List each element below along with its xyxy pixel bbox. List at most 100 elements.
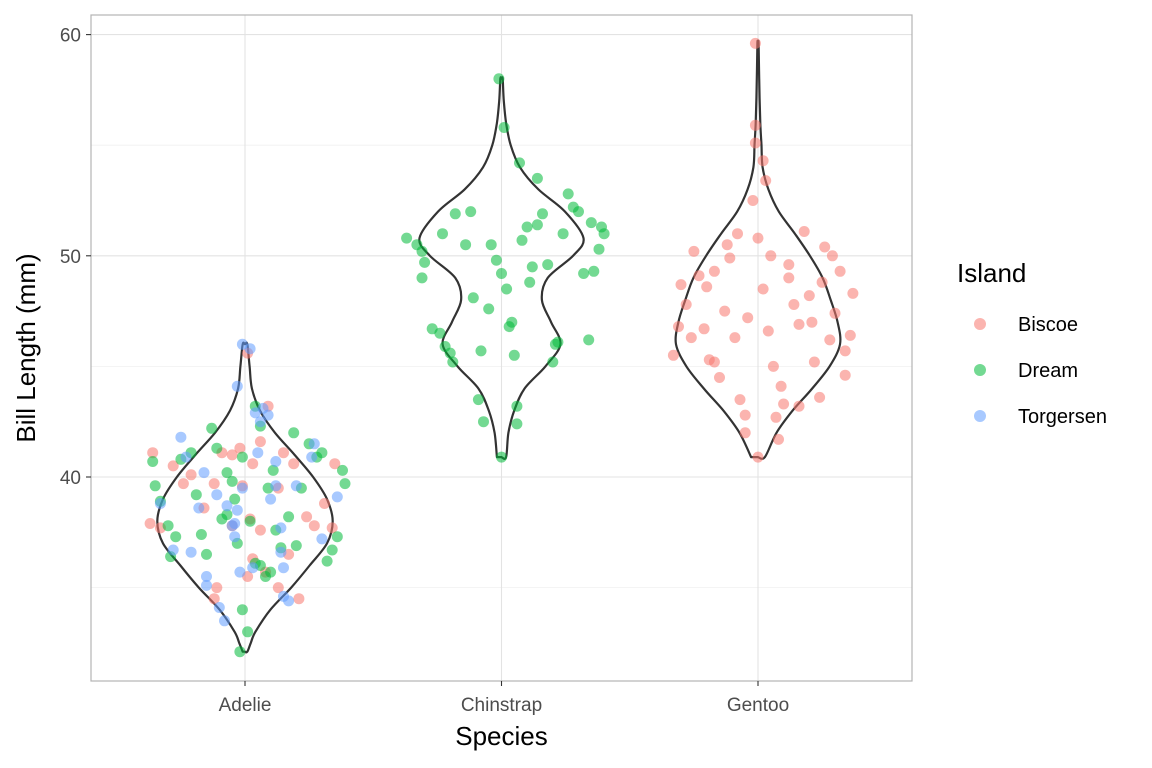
data-point-dream bbox=[467, 292, 479, 304]
data-point-torgersen bbox=[306, 451, 318, 463]
data-point-dream bbox=[547, 356, 559, 368]
data-point-biscoe bbox=[729, 332, 741, 344]
data-point-torgersen bbox=[275, 522, 287, 534]
data-point-biscoe bbox=[778, 398, 790, 410]
x-tick-label: Chinstrap bbox=[461, 695, 542, 716]
data-point-dream bbox=[316, 447, 328, 459]
data-point-torgersen bbox=[270, 456, 282, 467]
data-point-biscoe bbox=[739, 427, 751, 439]
data-point-torgersen bbox=[331, 491, 343, 503]
data-point-dream bbox=[244, 515, 256, 527]
data-point-torgersen bbox=[316, 533, 328, 545]
data-point-biscoe bbox=[752, 232, 764, 244]
data-point-dream bbox=[326, 544, 338, 556]
data-point-dream bbox=[236, 451, 248, 463]
data-point-dream bbox=[583, 334, 595, 346]
data-point-biscoe bbox=[167, 460, 179, 472]
data-point-torgersen bbox=[247, 562, 259, 574]
data-point-torgersen bbox=[252, 447, 264, 459]
data-point-biscoe bbox=[288, 458, 300, 470]
data-point-biscoe bbox=[760, 175, 772, 187]
data-point-biscoe bbox=[293, 593, 305, 605]
data-point-dream bbox=[242, 626, 254, 638]
data-point-torgersen bbox=[193, 502, 205, 514]
data-point-dream bbox=[478, 416, 489, 428]
y-tick-label: 50 bbox=[60, 247, 81, 268]
data-point-torgersen bbox=[308, 438, 320, 450]
data-point-torgersen bbox=[254, 416, 266, 428]
data-point-biscoe bbox=[732, 228, 743, 240]
data-point-biscoe bbox=[308, 520, 320, 532]
x-tick-label: Adelie bbox=[219, 695, 272, 716]
data-point-torgersen bbox=[275, 546, 287, 558]
data-point-biscoe bbox=[742, 312, 754, 324]
data-point-biscoe bbox=[829, 307, 841, 319]
data-point-biscoe bbox=[326, 522, 338, 534]
data-point-torgersen bbox=[278, 562, 289, 574]
data-point-dream bbox=[531, 172, 543, 184]
data-point-biscoe bbox=[739, 409, 751, 421]
y-axis: 40 50 60 bbox=[60, 26, 91, 489]
data-point-dream bbox=[416, 245, 428, 257]
data-point-dream bbox=[265, 566, 277, 578]
data-point-biscoe bbox=[826, 250, 838, 262]
data-point-torgersen bbox=[213, 602, 225, 613]
data-point-biscoe bbox=[278, 447, 289, 459]
data-point-dream bbox=[496, 451, 507, 463]
data-point-biscoe bbox=[688, 245, 700, 257]
data-point-torgersen bbox=[198, 467, 210, 479]
data-point-biscoe bbox=[147, 447, 159, 459]
data-point-biscoe bbox=[798, 226, 810, 237]
data-point-biscoe bbox=[685, 332, 697, 344]
data-point-biscoe bbox=[254, 524, 266, 536]
legend-label-torgersen: Torgersen bbox=[1018, 406, 1107, 428]
data-point-biscoe bbox=[814, 391, 826, 403]
data-point-dream bbox=[331, 531, 343, 543]
data-point-biscoe bbox=[226, 449, 238, 461]
data-point-torgersen bbox=[167, 544, 179, 556]
data-point-torgersen bbox=[211, 489, 223, 501]
data-point-biscoe bbox=[757, 283, 769, 295]
data-point-dream bbox=[465, 206, 477, 218]
legend-key-biscoe bbox=[974, 318, 986, 330]
data-point-dream bbox=[562, 188, 574, 200]
data-point-torgersen bbox=[270, 480, 282, 492]
data-point-dream bbox=[416, 272, 428, 284]
data-point-dream bbox=[229, 493, 241, 505]
data-point-biscoe bbox=[816, 276, 828, 288]
data-point-biscoe bbox=[747, 195, 759, 206]
data-point-biscoe bbox=[714, 372, 725, 383]
data-point-dream bbox=[483, 303, 495, 315]
data-point-dream bbox=[516, 234, 528, 246]
legend-label-dream: Dream bbox=[1018, 360, 1078, 382]
data-point-dream bbox=[503, 321, 515, 333]
data-point-dream bbox=[190, 489, 202, 501]
data-point-dream bbox=[501, 283, 513, 295]
data-point-biscoe bbox=[254, 436, 266, 448]
legend-item-biscoe: Biscoe bbox=[974, 314, 1078, 336]
legend-key-dream bbox=[974, 364, 986, 376]
x-axis: Adelie Chinstrap Gentoo bbox=[219, 681, 789, 716]
data-point-dream bbox=[598, 228, 610, 240]
data-point-biscoe bbox=[770, 411, 782, 423]
data-point-dream bbox=[337, 464, 348, 476]
data-point-biscoe bbox=[847, 287, 859, 299]
data-point-dream bbox=[162, 520, 174, 532]
data-point-dream bbox=[498, 122, 510, 133]
data-point-biscoe bbox=[211, 582, 223, 594]
data-point-torgersen bbox=[231, 504, 243, 516]
data-point-dream bbox=[526, 261, 538, 273]
data-point-biscoe bbox=[234, 442, 246, 454]
data-point-biscoe bbox=[208, 593, 220, 605]
data-point-biscoe bbox=[749, 37, 761, 49]
data-point-torgersen bbox=[290, 480, 302, 492]
data-point-biscoe bbox=[667, 349, 679, 361]
data-point-dream bbox=[460, 239, 472, 251]
data-point-dream bbox=[149, 480, 161, 492]
data-point-dream bbox=[221, 467, 233, 479]
data-point-dream bbox=[447, 356, 459, 368]
data-point-torgersen bbox=[185, 546, 197, 558]
data-point-biscoe bbox=[793, 400, 805, 412]
data-point-biscoe bbox=[834, 265, 846, 277]
